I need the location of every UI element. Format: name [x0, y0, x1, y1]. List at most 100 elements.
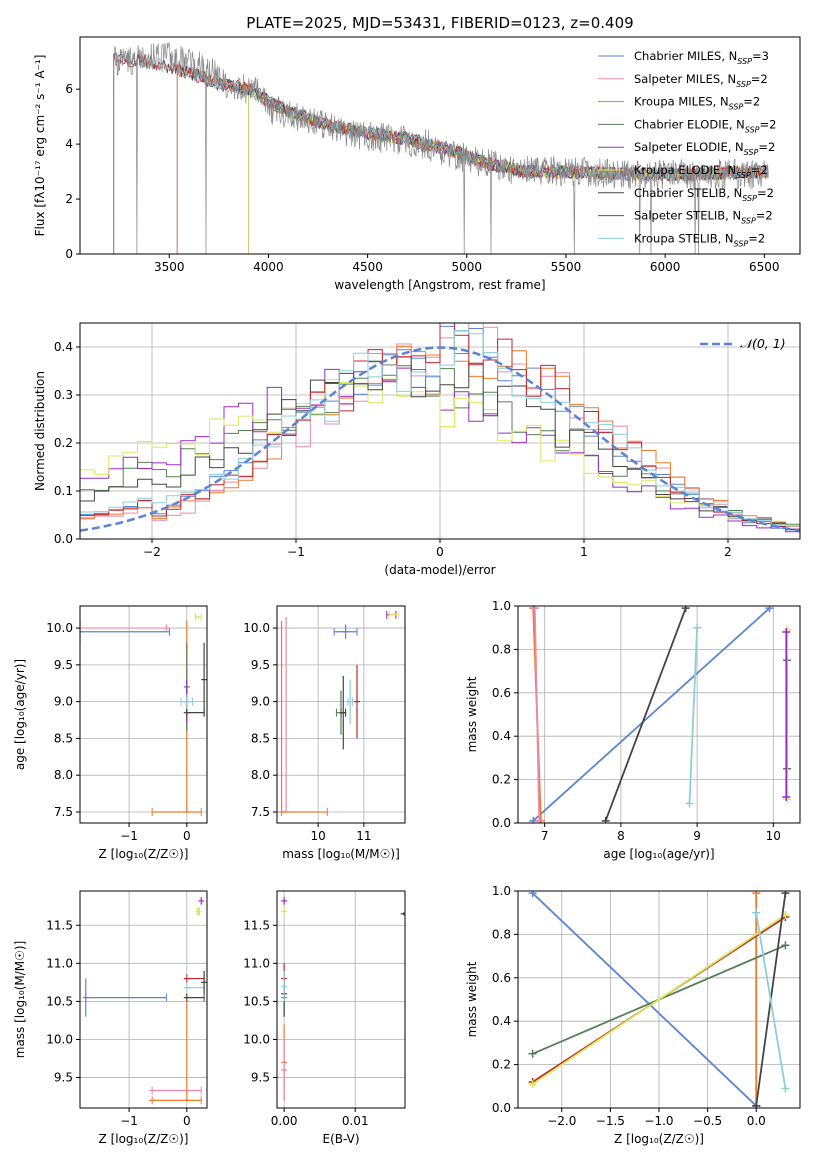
x-tick-label: 10: [311, 829, 326, 843]
plot-area: [82, 897, 207, 1105]
y-tick-label: 11.0: [243, 956, 270, 970]
x-axis-label: Z [log₁₀(Z/Z☉)]: [614, 1132, 704, 1146]
legend-label-sub: SSP: [736, 171, 751, 180]
legend-label: 𝒩(0, 1): [740, 336, 786, 351]
panels: 3500 4000 4500 5000 5500 6000 6500 0 2 4 6 waveleng…: [13, 36, 801, 1146]
x-tick-label: 11: [356, 829, 371, 843]
plot-area: [112, 42, 769, 254]
legend-label: Kroupa MILES, NSSP=2: [634, 95, 760, 112]
mass-weight-series-chabrier_stelib: [601, 606, 690, 823]
x-tick-label: −2: [143, 545, 161, 559]
legend-label: Chabrier ELODIE, NSSP=2: [634, 117, 776, 134]
legend-label-sub: SSP: [734, 239, 749, 248]
plus-marker: [781, 1084, 790, 1093]
errorbar-point-salpeter_miles: [149, 1086, 202, 1095]
legend-label-value: =2: [751, 163, 768, 177]
x-tick-label: 1: [580, 545, 588, 559]
residual-histogram-kroupa_elodie: [80, 378, 800, 526]
errorbar-point-kroupa_elodie: [194, 613, 202, 622]
panel-residuals: −2 −1 0 1 2 0.0 0.1 0.2 0.3 0.4 (data-model)/error…: [33, 322, 801, 577]
series-line: [532, 914, 786, 1085]
legend-label-main: Salpeter ELODIE, N: [634, 140, 744, 154]
x-tick-label: 3500: [154, 260, 185, 274]
errorbar-point-kroupa_stelib: [281, 970, 288, 1002]
y-tick-label: 10.0: [243, 621, 270, 635]
series-line: [533, 608, 541, 821]
series-line: [604, 607, 687, 822]
errorbar-point-kroupa_miles: [149, 1096, 202, 1105]
y-tick-label: 4: [65, 137, 73, 151]
y-tick-label: 2: [65, 192, 73, 206]
errorbar-point-chabrier_miles: [333, 624, 358, 640]
errorbar-point-chabrier_stelib: [340, 675, 347, 750]
plus-marker: [782, 792, 791, 801]
legend-label-main: Kroupa MILES, N: [634, 95, 729, 109]
x-tick-label: 0: [183, 1114, 191, 1128]
errorbar-point-kroupa_miles: [183, 993, 190, 1101]
residual-histogram-salpeter_stelib: [80, 323, 800, 530]
plus-marker: [752, 908, 761, 917]
series-line: [755, 912, 787, 1089]
errorbar-point-chabrier_miles: [82, 978, 168, 1017]
y-tick-label: 0.0: [492, 816, 511, 830]
plus-marker: [528, 1080, 537, 1089]
x-tick-label: −1: [287, 545, 305, 559]
axes-frame: 10 11 7.5 8.0 8.5 9.0 9.5 10.0 mass [log₁₀(M/M☉)…: [243, 605, 406, 861]
y-tick-label: 8.0: [54, 768, 73, 782]
x-tick-label: 6000: [650, 260, 681, 274]
x-tick-label: −1.0: [644, 1114, 673, 1128]
y-tick-label: 8.5: [251, 731, 270, 745]
errorbar-point-salpeter_miles: [281, 1039, 288, 1101]
y-tick-label: 11.0: [46, 956, 73, 970]
y-tick-label: 0.4: [54, 340, 73, 354]
y-tick-label: 0.6: [492, 971, 511, 985]
x-tick-label: 8: [617, 829, 625, 843]
axes-border: [517, 605, 801, 824]
y-tick-label: 0.2: [492, 773, 511, 787]
errorbar-point-chabrier_stelib: [183, 993, 205, 1002]
plus-marker: [601, 816, 610, 823]
y-tick-label: 10.5: [46, 994, 73, 1008]
plus-marker: [681, 606, 690, 613]
errorbar-point-kroupa_stelib: [347, 679, 354, 724]
legend-label-value: =2: [758, 140, 775, 154]
legend-label-sub: SSP: [742, 194, 757, 203]
errorbar-point-kroupa_elodie: [195, 907, 202, 916]
legend-label-sub: SSP: [736, 80, 751, 89]
y-tick-label: 1.0: [492, 884, 511, 898]
plus-marker: [528, 1049, 537, 1058]
x-tick-label: 5500: [551, 260, 582, 274]
axes-border: [79, 605, 208, 824]
legend-label-sub: SSP: [744, 148, 759, 157]
errorbar-point-salpeter_elodie: [198, 897, 205, 905]
plot-area: [80, 323, 800, 533]
y-tick-label: 9.5: [54, 658, 73, 672]
legend-label-sub: SSP: [741, 217, 756, 226]
axes-frame: 0.00 0.01 9.5 10.0 10.5 11.0 11.5 E(B-V): [243, 890, 406, 1146]
x-axis-label: Z [log₁₀(Z/Z☉)]: [99, 1132, 189, 1146]
y-tick-label: 11.5: [46, 918, 73, 932]
errorbar-point-chabrier_stelib: [201, 642, 207, 717]
x-axis-label: wavelength [Angstrom, rest frame]: [334, 278, 545, 292]
errorbar-point-salpeter_stelib: [354, 664, 360, 739]
y-tick-label: 9.0: [54, 695, 73, 709]
x-tick-label: 10: [766, 829, 781, 843]
axes-border: [276, 605, 406, 824]
x-tick-label: −1.5: [596, 1114, 625, 1128]
legend-label-sub: SSP: [745, 125, 760, 134]
x-tick-label: −1: [120, 829, 138, 843]
panel-mass_vs_z: −1 0 9.5 10.0 10.5 11.0 11.5 Z [log₁₀(Z/Z☉)] mas…: [13, 890, 208, 1146]
y-tick-label: 1.0: [492, 599, 511, 613]
y-axis-label: age [log₁₀(age/yr)]: [13, 659, 27, 770]
legend-label-main: Kroupa STELIB, N: [634, 231, 734, 245]
y-tick-label: 9.5: [251, 658, 270, 672]
residual-histogram-kroupa_stelib: [80, 330, 800, 527]
legend-label: Kroupa ELODIE, NSSP=2: [634, 163, 768, 180]
x-tick-label: 0.00: [271, 1114, 298, 1128]
y-tick-label: 9.5: [54, 1071, 73, 1085]
x-tick-label: 7: [541, 829, 549, 843]
panel-mass_vs_ebv: 0.00 0.01 9.5 10.0 10.5 11.0 11.5 E(B-V): [243, 890, 406, 1146]
errorbar-point-kroupa_elodie: [388, 610, 399, 619]
